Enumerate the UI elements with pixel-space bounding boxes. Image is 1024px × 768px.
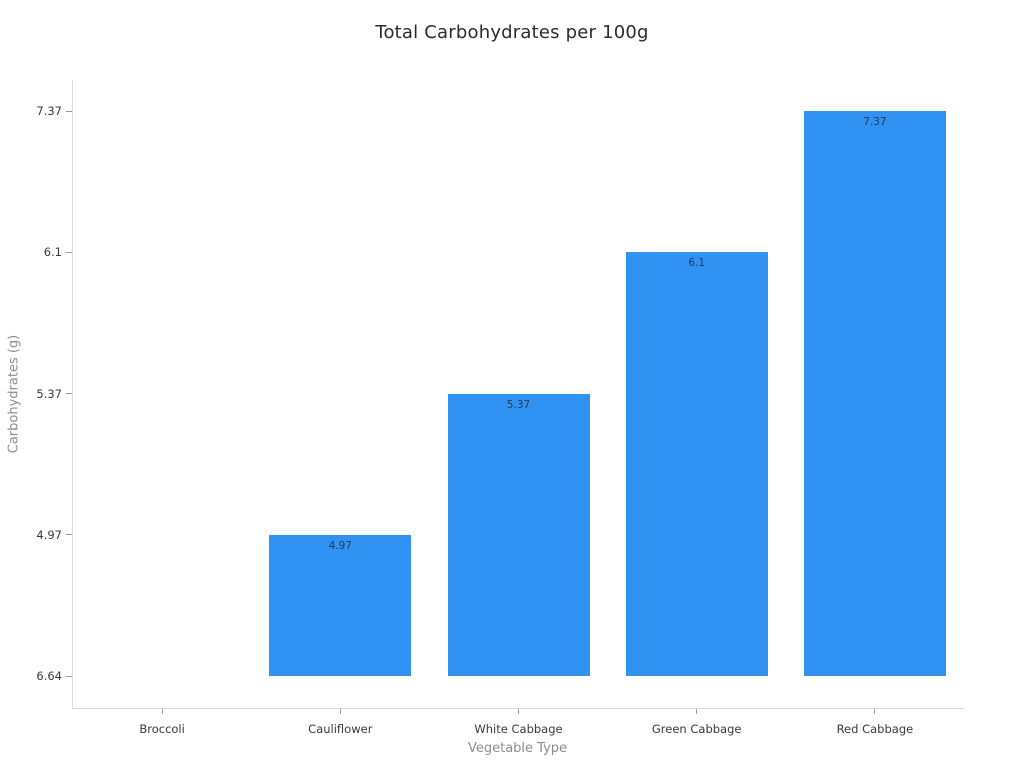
- y-tick-label: 7.37: [36, 104, 62, 118]
- plot-area: 6.64 4.97 5.37 6.1 7.37 Broccoli 4.97 Cauliflow…: [36, 80, 964, 736]
- y-tick-mark: [66, 110, 72, 112]
- x-tick-label-green-cabbage: Green Cabbage: [651, 722, 742, 736]
- y-tick-label: 6.1: [43, 245, 62, 260]
- bar-value-label: 6.1: [688, 257, 706, 270]
- y-tick-label: 6.64: [36, 669, 62, 683]
- y-tick-mark: [66, 393, 72, 394]
- x-tick-mark: [696, 709, 698, 714]
- bar-value-label: 5.37: [506, 398, 531, 411]
- bar-value-label: 7.37: [863, 116, 887, 128]
- chart-title: Total Carbohydrates per 100g: [375, 22, 649, 43]
- x-tick-mark: [874, 709, 876, 714]
- y-tick-label: 4.97: [36, 527, 62, 542]
- x-tick-label-white-cabbage: White Cabbage: [474, 722, 563, 736]
- x-tick-mark: [339, 709, 341, 714]
- bar-cauliflower: 4.97: [269, 534, 412, 676]
- x-tick-label-red-cabbage: Red Cabbage: [836, 722, 914, 736]
- y-tick-mark: [66, 534, 72, 536]
- y-axis-title: Carbohydrates (g): [6, 334, 22, 454]
- y-tick-label: 5.37: [36, 386, 62, 401]
- x-tick-mark: [518, 709, 519, 714]
- x-axis-title: Vegetable Type: [467, 741, 568, 756]
- bar-green-cabbage: 6.1: [625, 252, 768, 676]
- bar-value-label: 4.97: [328, 539, 352, 552]
- bar-red-cabbage: 7.37: [803, 111, 946, 676]
- x-tick-label-cauliflower: Cauliflower: [308, 722, 373, 736]
- bar-white-cabbage: 5.37: [447, 393, 590, 676]
- x-tick-mark: [161, 709, 163, 714]
- x-tick-label-broccoli: Broccoli: [139, 722, 185, 736]
- y-tick-mark: [66, 251, 72, 253]
- y-tick-mark: [66, 675, 72, 677]
